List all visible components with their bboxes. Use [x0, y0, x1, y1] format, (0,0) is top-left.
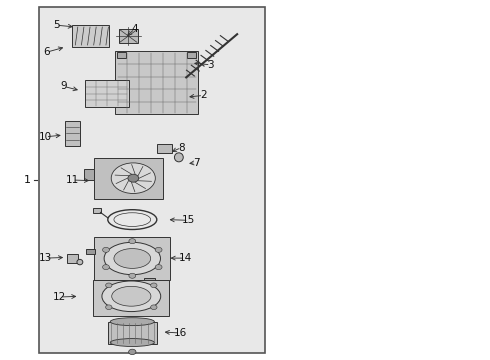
- Text: 15: 15: [182, 215, 196, 225]
- Ellipse shape: [112, 287, 151, 306]
- Bar: [94, 237, 171, 280]
- Text: 3: 3: [207, 60, 214, 70]
- Text: 1: 1: [24, 175, 30, 185]
- Text: 11: 11: [66, 175, 79, 185]
- Ellipse shape: [104, 242, 161, 275]
- Ellipse shape: [111, 163, 155, 194]
- Ellipse shape: [150, 305, 157, 310]
- Bar: [115, 51, 198, 114]
- Bar: [119, 29, 138, 43]
- Ellipse shape: [110, 338, 154, 346]
- Ellipse shape: [77, 259, 83, 265]
- Text: 16: 16: [173, 328, 187, 338]
- Bar: [85, 80, 129, 107]
- Bar: [39, 7, 265, 353]
- Bar: [187, 52, 196, 58]
- Bar: [118, 52, 126, 58]
- Ellipse shape: [106, 305, 112, 310]
- Ellipse shape: [150, 283, 157, 288]
- Bar: [73, 25, 109, 47]
- Bar: [65, 121, 80, 146]
- Text: 14: 14: [178, 253, 192, 263]
- Bar: [93, 208, 101, 213]
- Text: 12: 12: [53, 292, 67, 302]
- Text: 5: 5: [53, 20, 60, 30]
- Bar: [93, 280, 170, 316]
- Ellipse shape: [102, 265, 109, 270]
- Ellipse shape: [110, 318, 154, 325]
- Ellipse shape: [174, 153, 183, 162]
- Ellipse shape: [106, 283, 112, 288]
- Text: 8: 8: [178, 143, 185, 153]
- Bar: [67, 254, 78, 263]
- Text: 7: 7: [193, 158, 199, 168]
- Text: 10: 10: [39, 132, 52, 142]
- Text: 4: 4: [131, 24, 138, 34]
- Ellipse shape: [114, 249, 151, 269]
- Bar: [108, 321, 157, 345]
- Text: 13: 13: [39, 253, 52, 263]
- Ellipse shape: [155, 265, 162, 270]
- Ellipse shape: [128, 349, 136, 355]
- Bar: [144, 278, 155, 284]
- Text: 9: 9: [60, 81, 67, 91]
- Text: 2: 2: [200, 90, 207, 100]
- Bar: [94, 158, 163, 199]
- Ellipse shape: [128, 174, 139, 182]
- Ellipse shape: [102, 281, 161, 312]
- Ellipse shape: [129, 239, 136, 244]
- Text: 6: 6: [43, 47, 50, 57]
- Bar: [84, 169, 94, 180]
- Ellipse shape: [155, 247, 162, 252]
- Bar: [86, 248, 95, 254]
- Ellipse shape: [129, 273, 136, 278]
- Bar: [157, 144, 172, 153]
- Ellipse shape: [102, 247, 109, 252]
